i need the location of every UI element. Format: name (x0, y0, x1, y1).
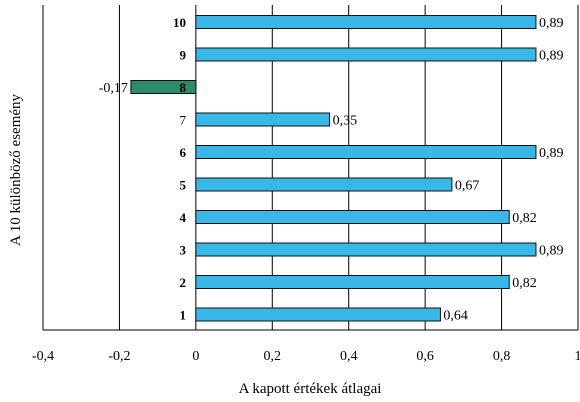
category-label-5: 5 (180, 178, 187, 193)
bar-4 (195, 210, 510, 224)
value-label-2: 0,82 (512, 276, 537, 291)
bar-5 (195, 177, 453, 192)
x-tick-label: -0,2 (108, 349, 130, 364)
x-tick-label: 0,2 (264, 349, 282, 364)
value-label-5: 0,67 (455, 179, 480, 194)
category-labels: 10 9 8 7 6 5 4 3 2 1 (173, 15, 187, 323)
value-label-9: 0,89 (539, 49, 564, 64)
value-labels: 0,89 0,89 -0,17 0,35 0,89 0,67 0,82 0,89 0,82 0,6… (99, 16, 564, 324)
category-label-1: 1 (180, 308, 187, 323)
x-tick-label: -0,4 (32, 349, 54, 364)
x-tick-label: 1 (575, 349, 580, 364)
category-label-4: 4 (180, 210, 187, 225)
value-label-4: 0,82 (512, 211, 537, 226)
value-label-10: 0,89 (539, 16, 564, 31)
category-label-10: 10 (173, 15, 186, 30)
bar-10 (195, 15, 537, 29)
bar-3 (195, 242, 537, 257)
category-label-8: 8 (180, 80, 187, 95)
bar-6 (195, 145, 537, 159)
bars (130, 15, 537, 322)
bar-9 (195, 47, 537, 62)
bar-7 (195, 112, 331, 127)
x-tick-labels: -0,4 -0,2 0 0,2 0,4 0,6 0,8 1 (32, 349, 580, 364)
y-axis-label: A 10 különböző esemény (8, 93, 24, 246)
value-label-3: 0,89 (539, 244, 564, 259)
value-label-6: 0,89 (539, 146, 564, 161)
category-label-3: 3 (180, 243, 187, 258)
x-tick-label: 0,4 (340, 349, 358, 364)
value-label-1: 0,64 (443, 309, 468, 324)
x-tick-label: 0 (192, 349, 199, 364)
bar-8 (130, 80, 197, 94)
bar-1 (195, 307, 441, 322)
x-tick-label: 0,6 (416, 349, 434, 364)
bar-2 (195, 275, 510, 289)
category-label-2: 2 (180, 275, 187, 290)
category-label-6: 6 (180, 145, 187, 160)
category-label-7: 7 (180, 113, 187, 128)
x-axis-label: A kapott értékek átlagai (239, 381, 382, 397)
category-label-9: 9 (180, 48, 187, 63)
value-label-8: -0,17 (99, 81, 128, 96)
value-label-7: 0,35 (333, 114, 358, 129)
x-tick-label: 0,8 (493, 349, 511, 364)
